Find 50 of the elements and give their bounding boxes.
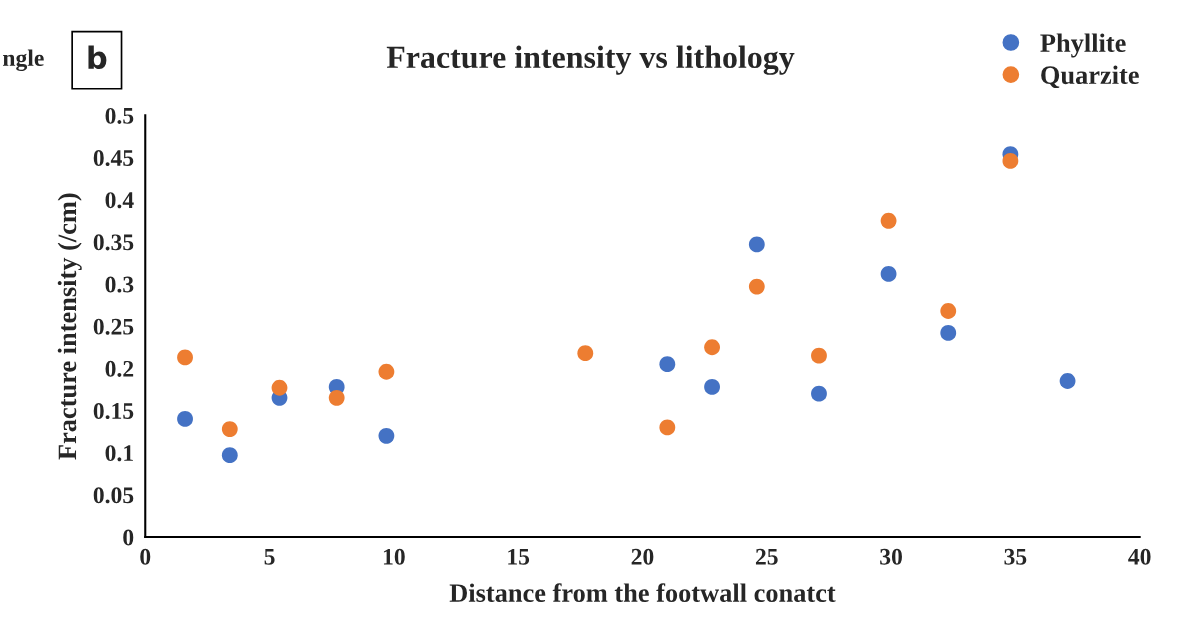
point [880,212,897,229]
text: ngle [3,49,44,72]
point [221,421,238,437]
point [1059,373,1076,389]
chart-title: Fracture intensity vs lithology [386,45,795,75]
point [271,379,288,396]
point [577,345,594,362]
y-tick-label: 0.3 [105,276,134,293]
point [177,349,193,366]
text: b [88,45,107,70]
point [940,303,957,319]
x-tick-label: 35 [1004,548,1027,565]
point [748,278,765,295]
x-tick-label: 20 [631,548,654,565]
x-tick-label: 10 [383,548,405,565]
x-tick-label: 15 [508,548,530,565]
point [328,389,345,406]
x-axis-title: Distance from the footwall conatct [449,583,836,602]
y-axis-title: Fracture intensity (/cm) [57,193,82,460]
point [378,363,395,380]
point [659,356,676,373]
point [704,339,720,356]
point [880,266,897,282]
point [221,447,238,464]
x-tick-label: 0 [140,548,151,565]
x-tick-label: 30 [880,548,902,565]
point [940,325,957,341]
y-tick-label: 0.35 [93,234,134,251]
y-tick-label: 0.5 [105,107,134,124]
point [1002,153,1019,169]
y-tick-label: 0.2 [105,360,134,377]
y-tick-label: 0 [123,529,134,546]
point [811,385,827,402]
legend-label: Phyllite [1040,33,1126,58]
y-tick-label: 0.45 [93,150,134,167]
x-tick-label: 5 [264,549,275,565]
x-tick-label: 25 [755,548,778,565]
point [748,236,765,253]
legend-label: Quarzite [1041,65,1139,89]
y-tick-label: 0.05 [93,487,134,504]
point [378,427,395,444]
point [811,347,827,364]
point [659,419,676,436]
y-tick-label: 0.15 [93,403,134,420]
x-tick-label: 40 [1128,548,1151,565]
point [704,378,720,395]
point [177,411,193,427]
y-tick-label: 0.25 [93,318,134,335]
y-tick-label: 0.1 [105,445,133,462]
y-tick-label: 0.4 [105,192,134,209]
